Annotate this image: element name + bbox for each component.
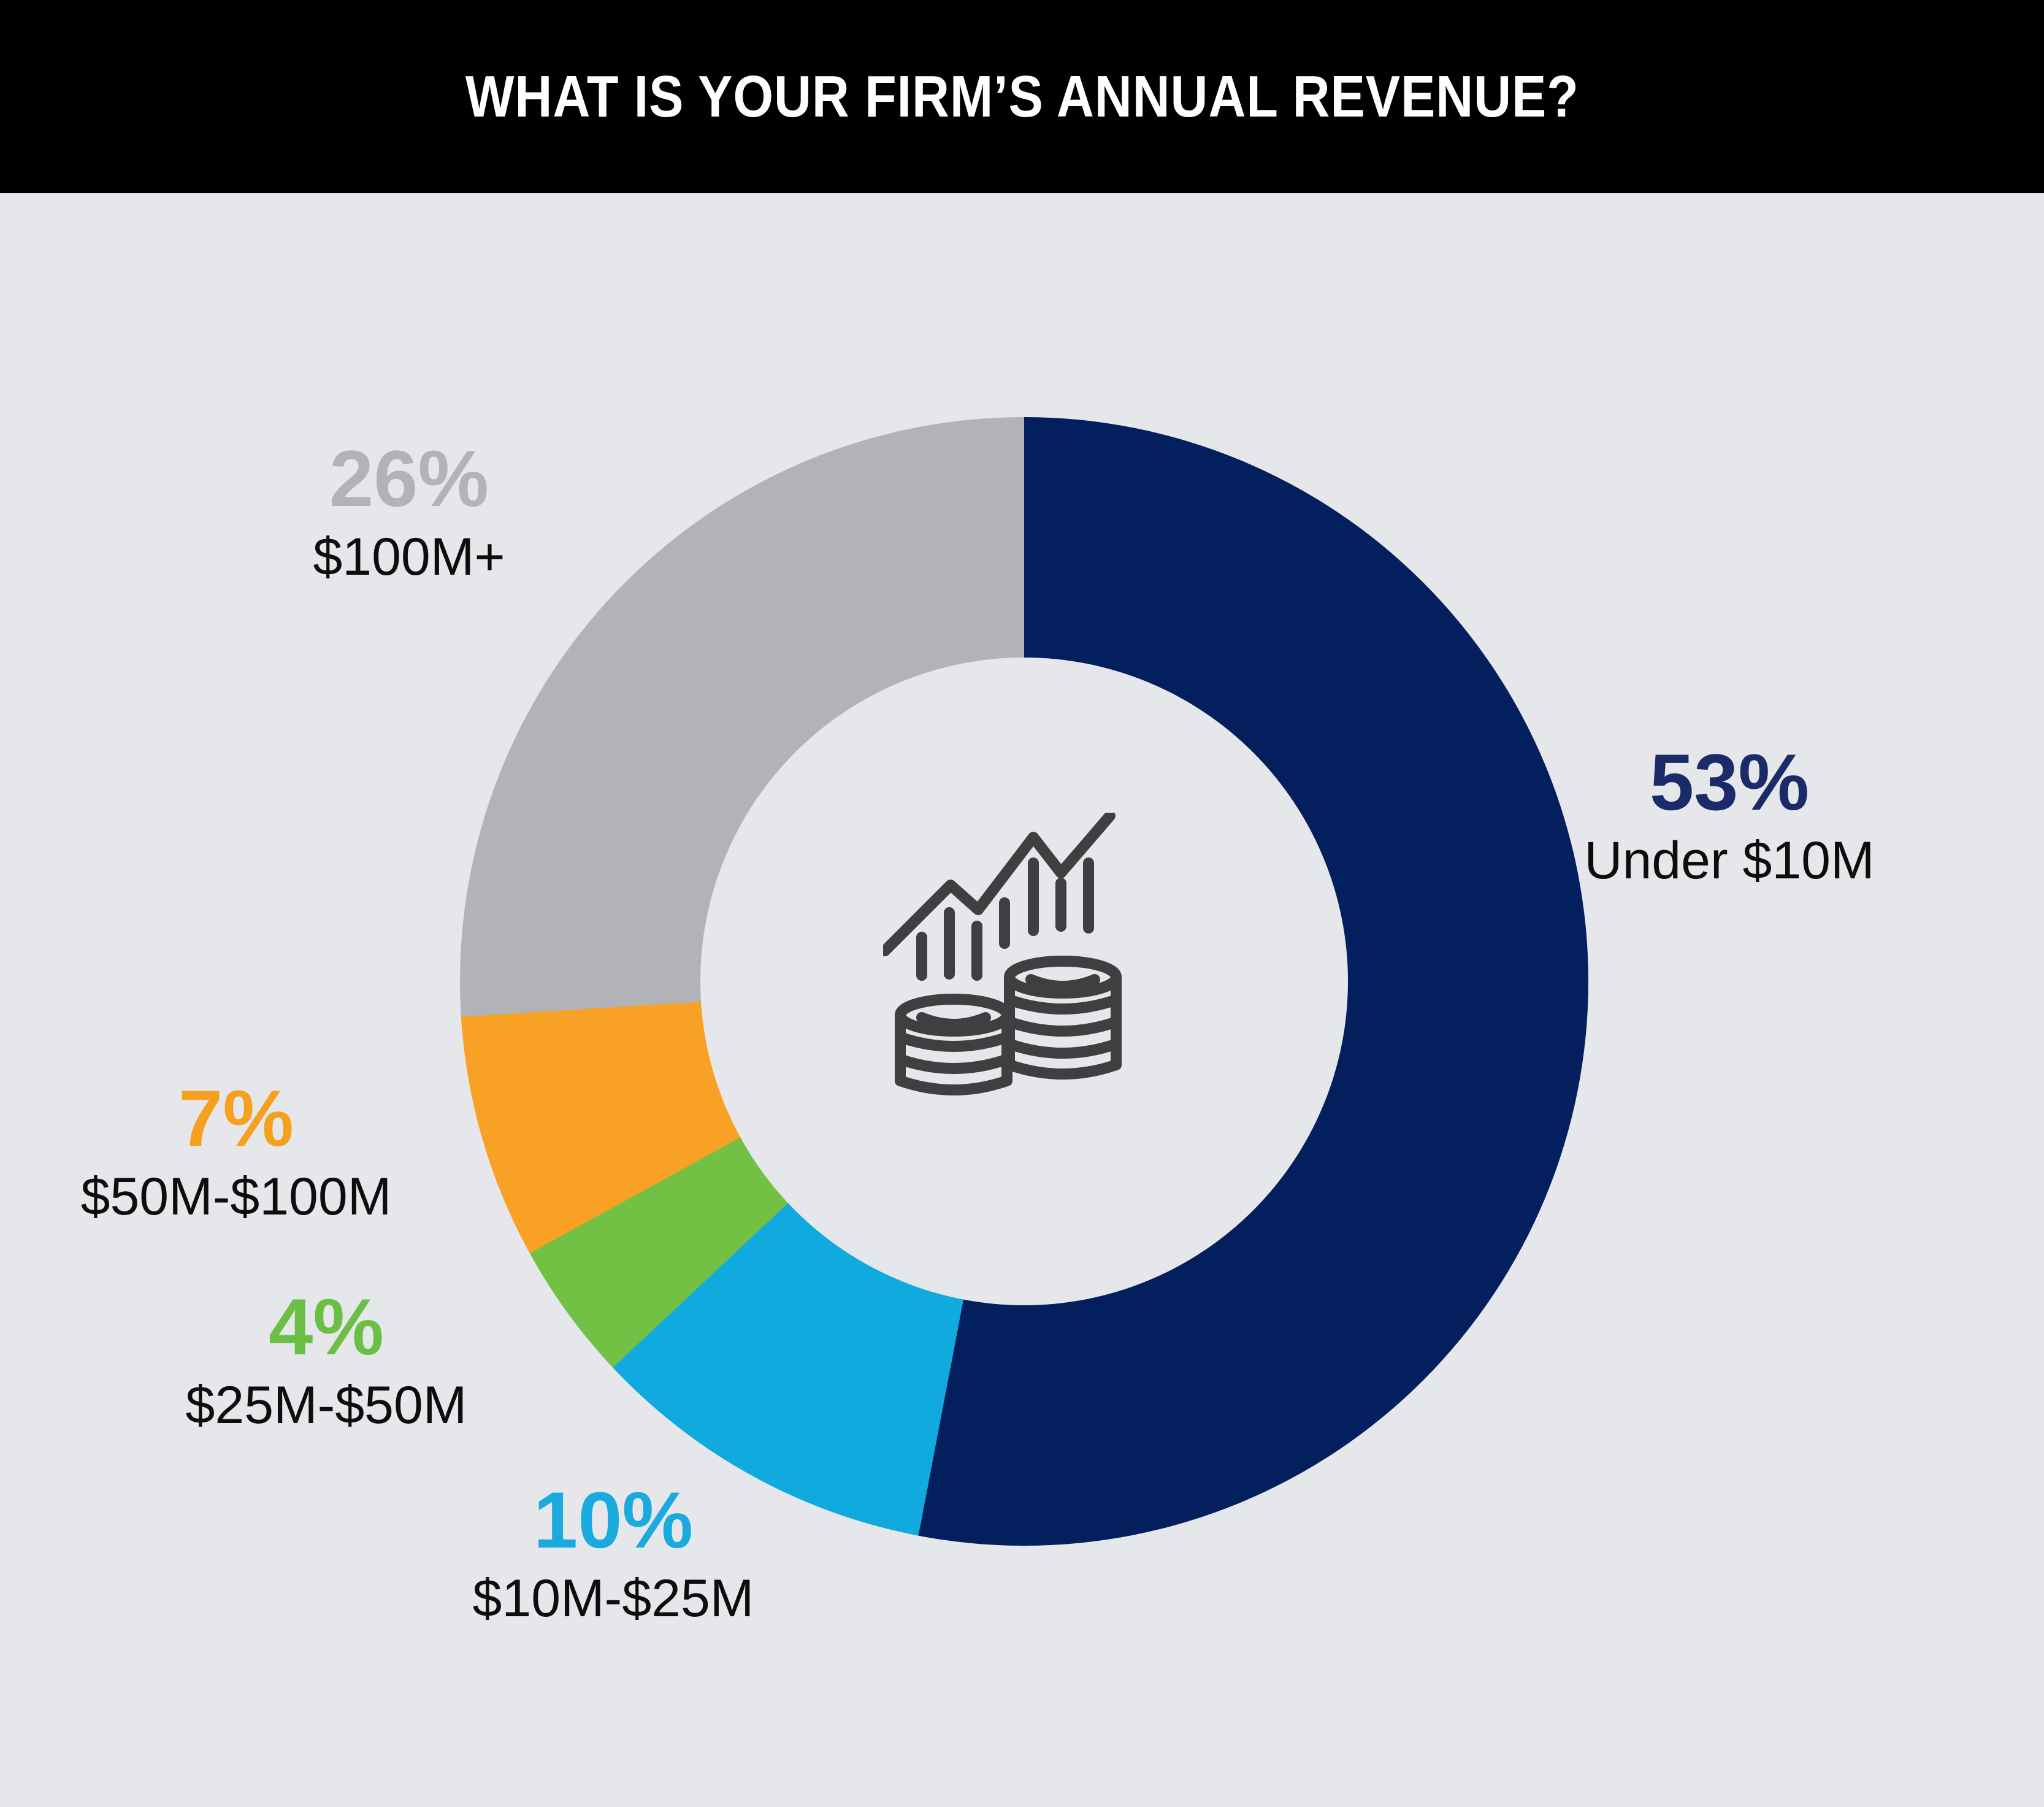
donut-chart: 53% Under $10M 10% $10M-$25M 4% $25M-$50… (0, 193, 2044, 1807)
percent-value: 53% (1649, 737, 1810, 827)
range-label: $10M-$25M (472, 1569, 754, 1628)
donut-ring (460, 417, 1588, 1546)
range-label: $50M-$100M (80, 1167, 392, 1226)
range-label: $100M+ (313, 528, 505, 586)
percent-value: 26% (329, 434, 489, 523)
percent-value: 7% (178, 1073, 294, 1163)
percent-value: 10% (533, 1475, 694, 1565)
segment-label-under-10m: 53% Under $10M (1584, 742, 1874, 890)
segment-label-100m-plus: 26% $100M+ (313, 439, 505, 586)
segment-label-50m-100m: 7% $50M-$100M (81, 1078, 392, 1226)
range-label: $25M-$50M (185, 1376, 467, 1435)
donut-hole (700, 658, 1348, 1305)
page-title: WHAT IS YOUR FIRM’S ANNUAL REVENUE? (465, 63, 1579, 129)
segment-label-10m-25m: 10% $10M-$25M (473, 1480, 754, 1628)
coin-stack-tall (1004, 956, 1122, 1080)
range-label: Under $10M (1584, 831, 1875, 890)
header-band: WHAT IS YOUR FIRM’S ANNUAL REVENUE? (0, 0, 2044, 193)
coins-growth-chart-icon (883, 813, 1122, 1095)
segment-label-25m-50m: 4% $25M-$50M (186, 1287, 467, 1435)
percent-value: 4% (269, 1282, 384, 1372)
growth-line (883, 813, 1116, 956)
coin-stack-short (895, 994, 1012, 1095)
